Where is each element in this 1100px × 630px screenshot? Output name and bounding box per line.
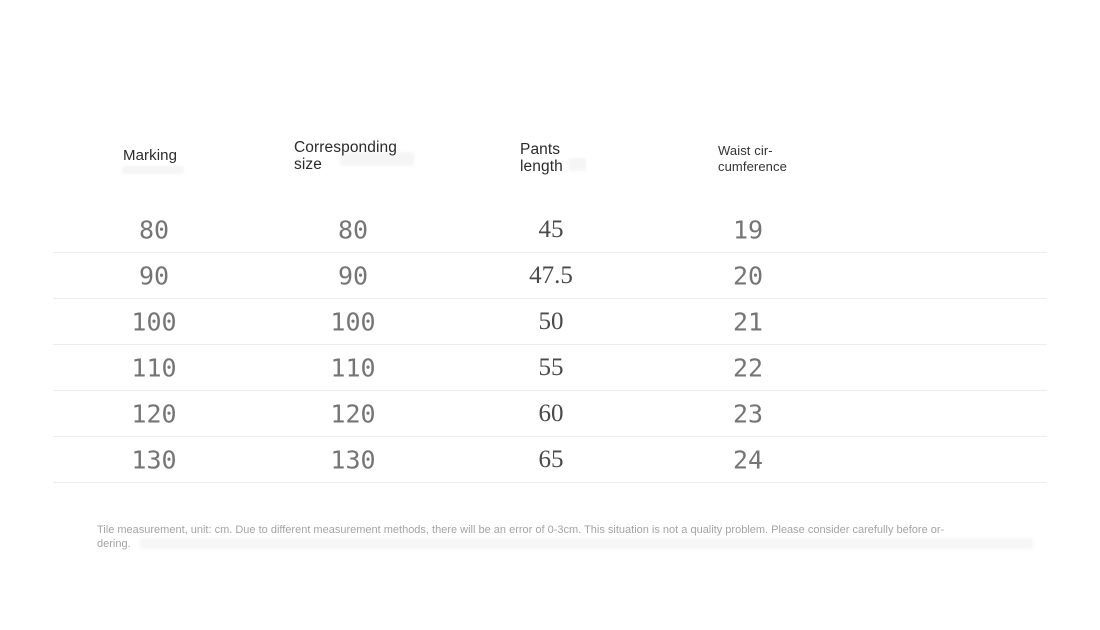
cell-marking: 100 [131, 307, 177, 336]
table-row: 120 120 60 23 [53, 391, 1047, 437]
cell-length: 50 [538, 307, 564, 335]
cell-marking: 130 [131, 445, 177, 474]
cell-marking: 120 [131, 399, 177, 428]
cell-marking: 80 [138, 215, 170, 244]
table-row: 100 100 50 21 [53, 299, 1047, 345]
table-row: 110 110 55 22 [53, 345, 1047, 391]
note-line-1: Tile measurement, unit: cm. Due to diffe… [97, 524, 945, 536]
cell-size: 130 [330, 445, 376, 474]
cell-waist: 22 [732, 353, 764, 382]
cell-length: 65 [538, 445, 564, 473]
column-header-corresponding-size: Corresponding size [294, 139, 397, 173]
cell-marking: 90 [138, 261, 170, 290]
column-header-waist-circumference: Waist cir-cumference [718, 143, 787, 174]
cell-length: 55 [538, 353, 564, 381]
cell-size: 80 [337, 215, 369, 244]
cell-waist: 21 [732, 307, 764, 336]
cell-length: 60 [538, 399, 564, 427]
cell-size: 120 [330, 399, 376, 428]
measurement-note: Tile measurement, unit: cm. Due to diffe… [97, 523, 944, 551]
note-line-2: dering. [97, 538, 131, 550]
table-row: 90 90 47.5 20 [53, 253, 1047, 299]
cell-size: 110 [330, 353, 376, 382]
cell-size: 100 [330, 307, 376, 336]
size-table-body: 80 80 45 19 90 90 47.5 20 100 100 50 21 110 110 55 22 12… [53, 207, 1047, 483]
translation-artifact [122, 166, 184, 174]
cell-marking: 110 [131, 353, 177, 382]
cell-size: 90 [337, 261, 369, 290]
cell-waist: 24 [732, 445, 764, 474]
table-row: 130 130 65 24 [53, 437, 1047, 483]
cell-length: 47.5 [529, 261, 573, 289]
column-header-pants-length: Pants length [520, 141, 563, 175]
cell-waist: 19 [732, 215, 764, 244]
cell-waist: 20 [732, 261, 764, 290]
cell-length: 45 [538, 215, 564, 243]
column-header-marking: Marking [123, 147, 178, 164]
table-row: 80 80 45 19 [53, 207, 1047, 253]
cell-waist: 23 [732, 399, 764, 428]
